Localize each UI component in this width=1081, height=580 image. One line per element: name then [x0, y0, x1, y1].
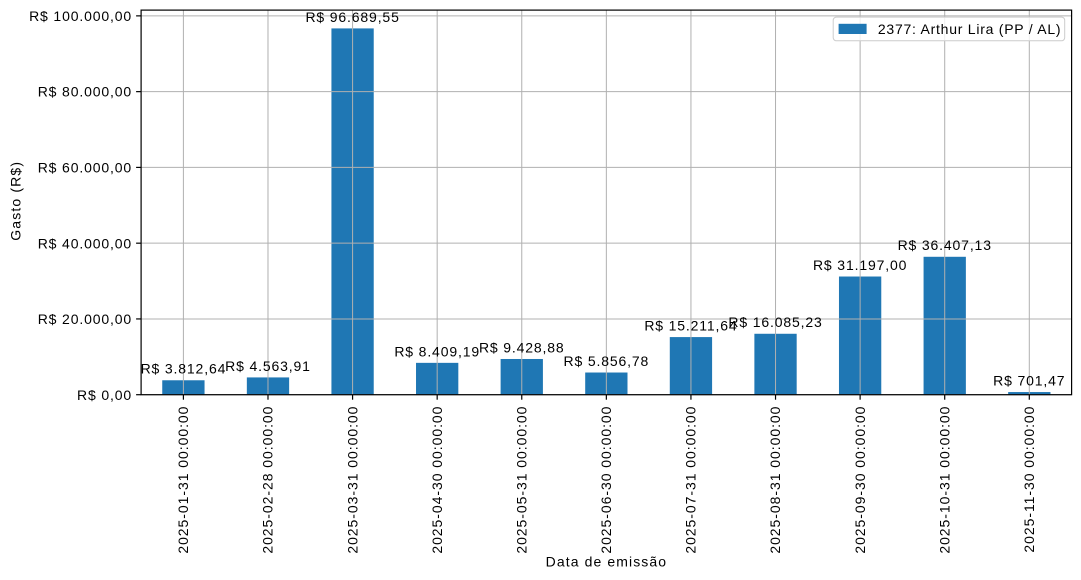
svg-text:2025-11-30 00:00:00: 2025-11-30 00:00:00: [1021, 406, 1037, 553]
svg-text:2025-02-28 00:00:00: 2025-02-28 00:00:00: [260, 406, 276, 554]
svg-text:2025-04-30 00:00:00: 2025-04-30 00:00:00: [429, 406, 445, 554]
svg-text:R$ 15.211,64: R$ 15.211,64: [644, 317, 737, 333]
svg-text:Gasto (R$): Gasto (R$): [7, 161, 23, 241]
svg-text:R$ 0,00: R$ 0,00: [77, 387, 132, 403]
svg-text:R$ 100.000,00: R$ 100.000,00: [29, 8, 132, 24]
svg-text:Data de emissão: Data de emissão: [546, 554, 668, 570]
svg-text:R$ 96.689,55: R$ 96.689,55: [305, 9, 399, 25]
svg-text:2025-01-31 00:00:00: 2025-01-31 00:00:00: [175, 406, 191, 554]
svg-text:R$ 4.563,91: R$ 4.563,91: [225, 358, 311, 374]
svg-text:2025-05-31 00:00:00: 2025-05-31 00:00:00: [513, 406, 529, 554]
svg-text:R$ 5.856,78: R$ 5.856,78: [564, 353, 650, 369]
svg-text:R$ 20.000,00: R$ 20.000,00: [38, 311, 132, 327]
svg-text:R$ 3.812,64: R$ 3.812,64: [141, 361, 227, 377]
svg-text:R$ 31.197,00: R$ 31.197,00: [813, 257, 907, 273]
svg-text:2377: Arthur Lira (PP / AL): 2377: Arthur Lira (PP / AL): [878, 21, 1061, 37]
svg-text:R$ 80.000,00: R$ 80.000,00: [38, 84, 132, 100]
svg-text:R$ 60.000,00: R$ 60.000,00: [38, 160, 132, 176]
svg-text:R$ 40.000,00: R$ 40.000,00: [38, 235, 132, 251]
svg-text:R$ 701,47: R$ 701,47: [993, 372, 1065, 388]
svg-text:2025-06-30 00:00:00: 2025-06-30 00:00:00: [598, 406, 614, 554]
svg-text:2025-09-30 00:00:00: 2025-09-30 00:00:00: [852, 406, 868, 554]
svg-text:R$ 16.085,23: R$ 16.085,23: [728, 314, 822, 330]
svg-text:R$ 9.428,88: R$ 9.428,88: [479, 339, 565, 355]
svg-text:2025-08-31 00:00:00: 2025-08-31 00:00:00: [767, 406, 783, 554]
svg-text:2025-07-31 00:00:00: 2025-07-31 00:00:00: [683, 406, 699, 554]
svg-text:2025-10-31 00:00:00: 2025-10-31 00:00:00: [936, 406, 952, 554]
svg-text:R$ 36.407,13: R$ 36.407,13: [898, 237, 992, 253]
svg-text:2025-03-31 00:00:00: 2025-03-31 00:00:00: [344, 406, 360, 554]
svg-text:R$ 8.409,19: R$ 8.409,19: [394, 343, 480, 359]
